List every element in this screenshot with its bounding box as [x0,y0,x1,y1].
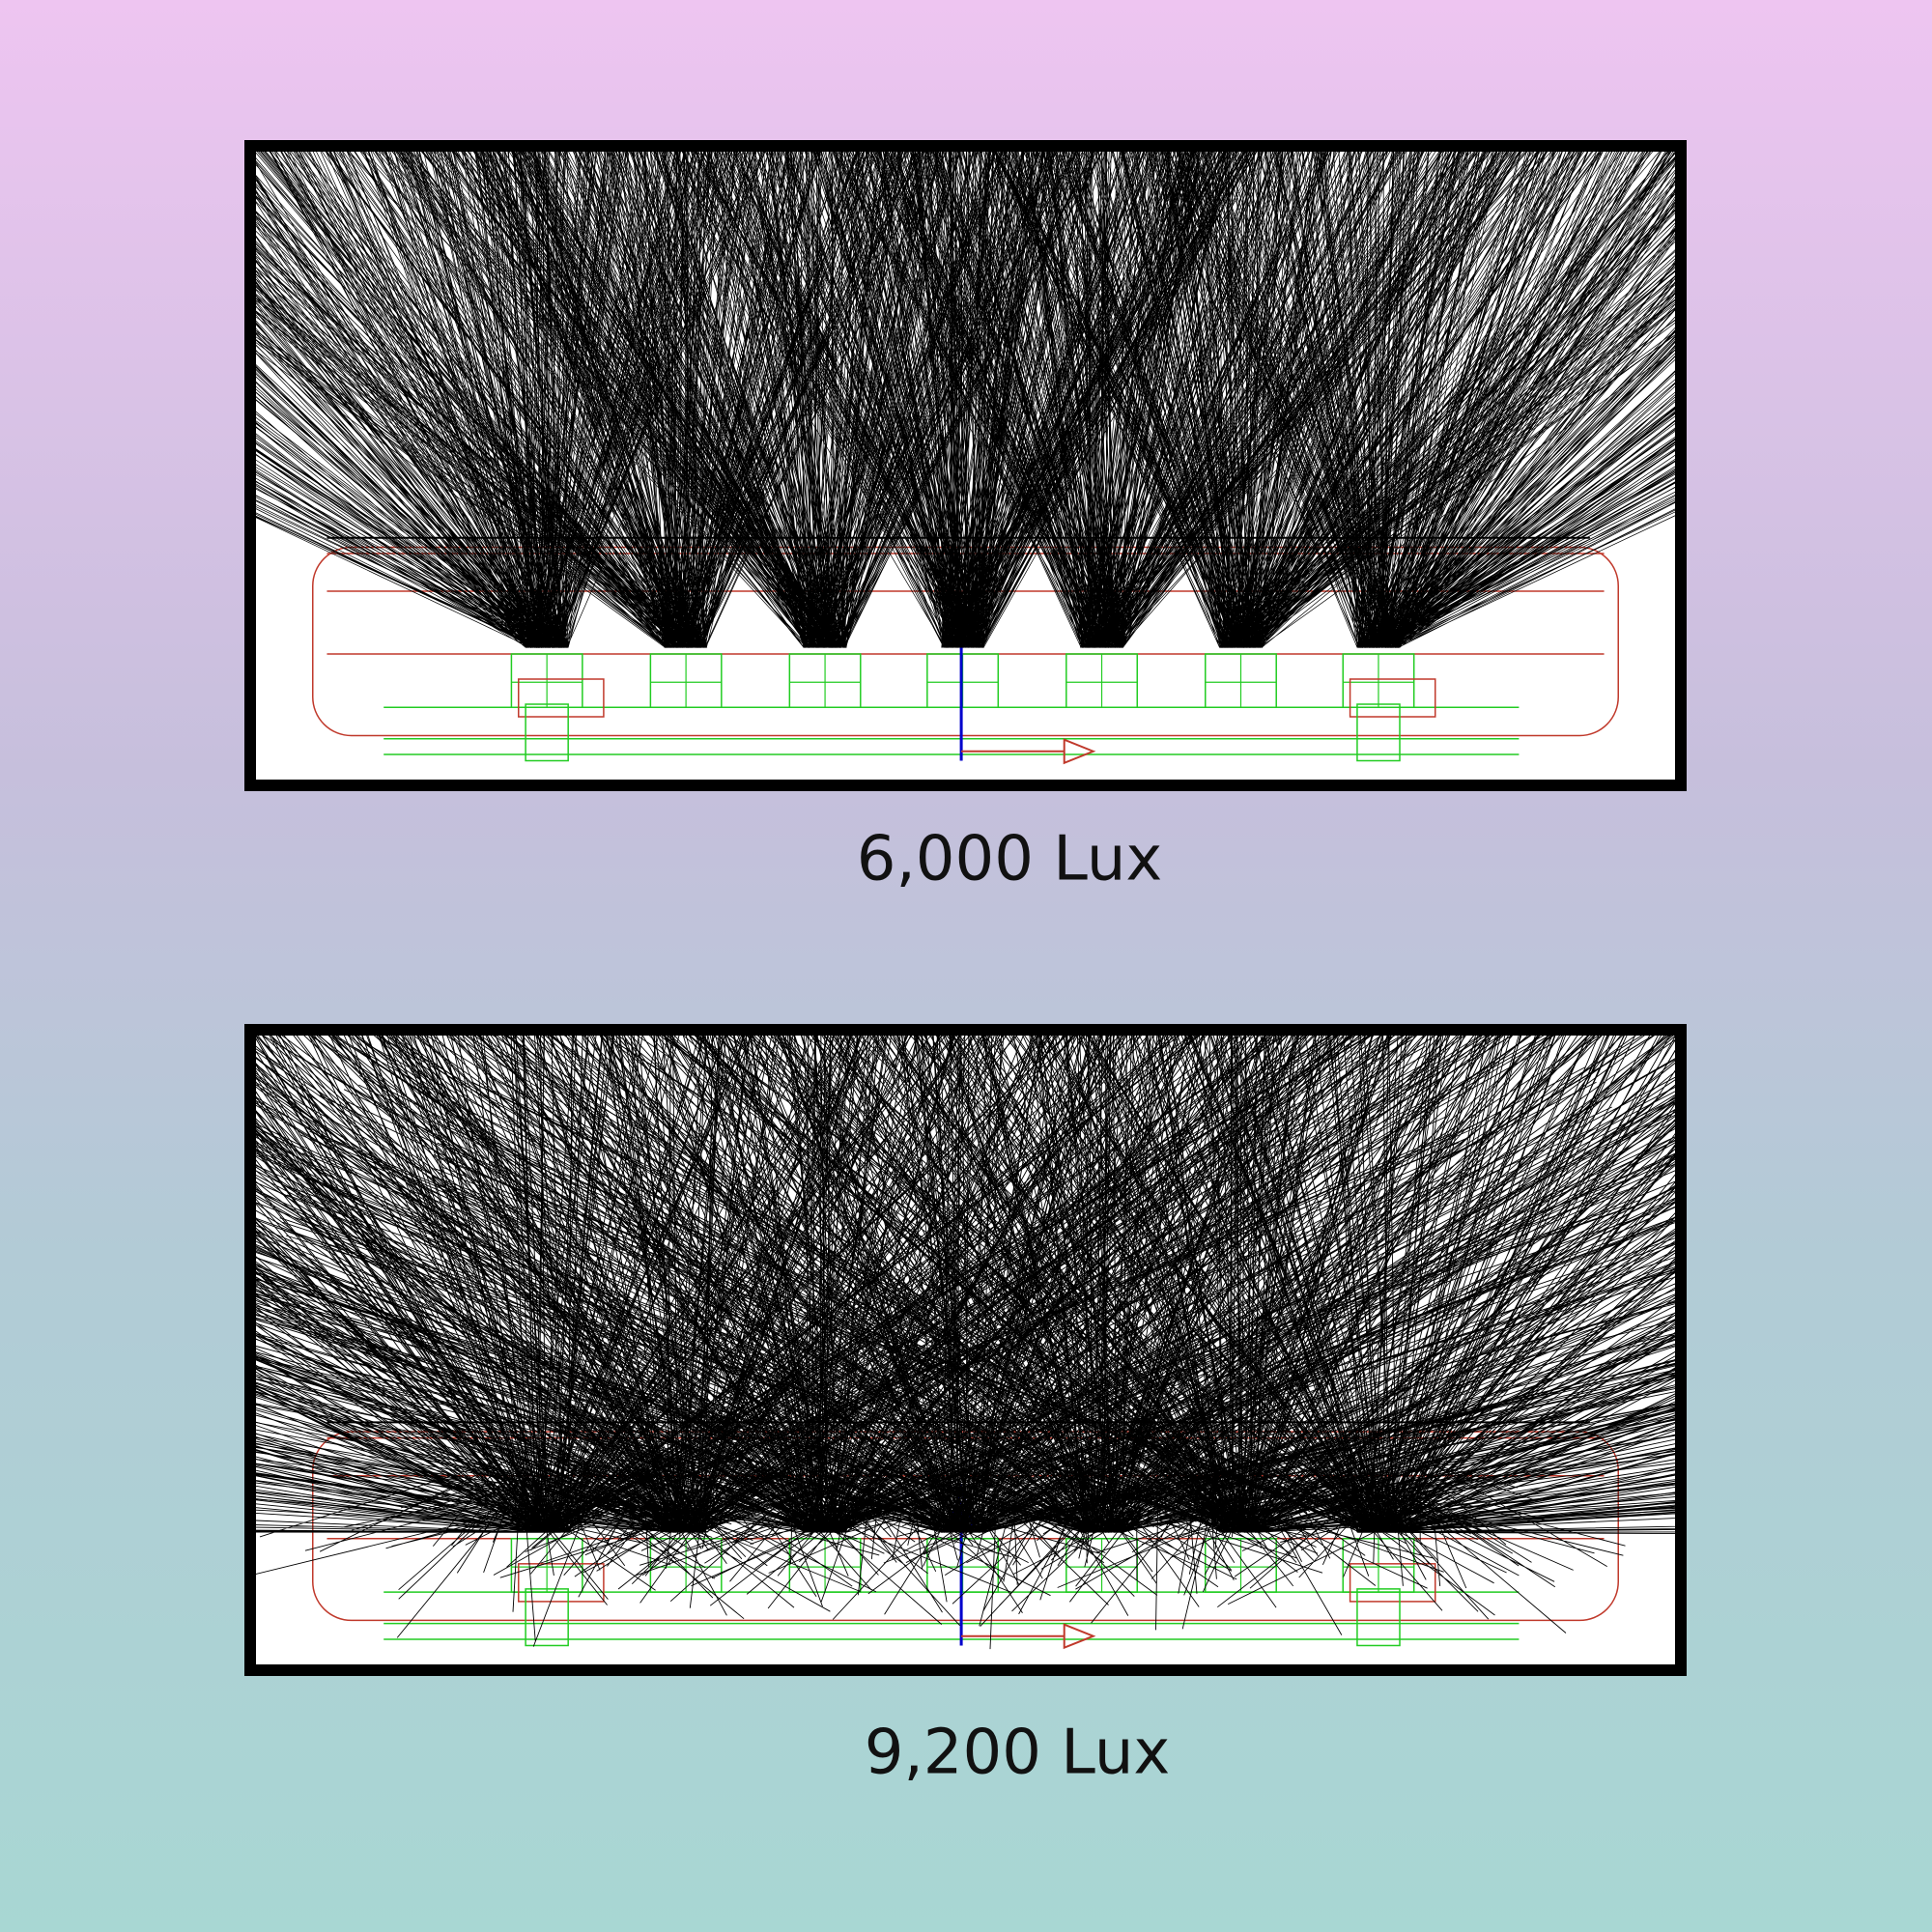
mount [518,1563,605,1603]
caption: 6,000 Lux [857,824,1163,895]
ray-trace-panel [244,1024,1687,1676]
mount [1349,678,1436,718]
ray-trace-panel [244,140,1687,791]
ray-bundle [275,1036,1675,1635]
ray-bundle [1136,152,1675,648]
connector [1356,703,1401,762]
connector [525,703,569,762]
mount [1349,1563,1436,1603]
connector [1356,1588,1401,1647]
ray-layer [256,152,1675,765]
ray-bundle [431,1036,1675,1634]
x-arrow [1063,1623,1096,1650]
mount [518,678,605,718]
caption: 9,200 Lux [865,1718,1171,1789]
connector [525,1588,569,1647]
ray-layer [256,1036,1675,1650]
x-arrow [1063,738,1096,765]
